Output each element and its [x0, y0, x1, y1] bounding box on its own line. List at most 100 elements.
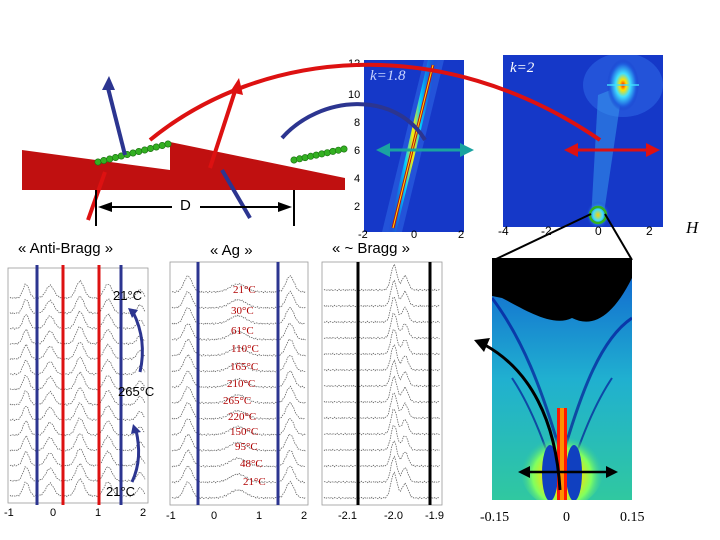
- ag-temp-label: 265°C: [223, 395, 252, 407]
- zoom-region-circle: [588, 205, 608, 225]
- cooling-cycle-arrow: [130, 429, 141, 483]
- surface-atom: [129, 149, 137, 157]
- heatmap-right: [503, 53, 663, 229]
- heatmap-left-x-tick: 0: [411, 229, 418, 241]
- spectrum-curve: [323, 440, 440, 468]
- arrowhead-icon: [98, 202, 112, 212]
- ag-temp-label: 21°C: [233, 284, 256, 296]
- surface-atom: [340, 145, 348, 153]
- zoom-connector-line: [604, 213, 633, 261]
- surface-atom: [158, 142, 166, 150]
- spectrum-curve: [323, 471, 440, 500]
- ag-x-tick: -1: [166, 510, 176, 522]
- heatmap-right-x-tick: 2: [646, 224, 653, 238]
- heatmap-left-k-label: k=1.8: [370, 68, 406, 84]
- panel-anti-bragg-frame: [7, 267, 149, 504]
- arrowhead-icon: [564, 143, 578, 157]
- arrowhead-icon: [646, 143, 660, 157]
- spectrum-curve: [9, 402, 146, 422]
- arrowhead-icon: [474, 338, 490, 352]
- spectrum-curve: [323, 455, 440, 484]
- ag-temp-label: 95°C: [235, 441, 258, 453]
- spectrum-curve: [323, 312, 440, 340]
- distance-d-label: D: [180, 197, 191, 214]
- surface-atoms: [94, 140, 348, 166]
- surface-terrace: [170, 142, 345, 190]
- incident-ray-anti-bragg: [106, 87, 127, 156]
- ag-temp-label: 48°C: [240, 458, 263, 470]
- anti-bragg-x-tick: 0: [50, 507, 57, 519]
- spectrum-curve: [323, 359, 440, 388]
- spectrum-curve: [171, 401, 306, 421]
- bragg-curves: [323, 263, 440, 500]
- heatmap-left-x-tick: -2: [358, 229, 368, 241]
- arrowhead-icon: [376, 143, 390, 157]
- surface-atom: [100, 157, 108, 165]
- arrowhead-icon: [230, 78, 243, 95]
- surface-atom: [334, 146, 342, 154]
- ag-temp-label: 30°C: [231, 305, 254, 317]
- ag-temp-label: 210°C: [227, 378, 256, 390]
- arrowhead-icon: [278, 202, 292, 212]
- ag-x-tick: 0: [211, 510, 218, 522]
- heatmap-left-y-tick: 8: [354, 117, 361, 129]
- incident-ray-ag: [220, 168, 252, 220]
- arrowhead-icon: [606, 466, 618, 478]
- anti-bragg-title: « Anti-Bragg »: [18, 240, 114, 257]
- spectrum-curve: [171, 306, 306, 326]
- heatmap-left-y-tick: 2: [354, 201, 361, 213]
- surface-atom: [164, 140, 172, 148]
- zoom-curved-arrow: [484, 343, 562, 491]
- bragg-x-tick: -2.0: [384, 510, 403, 522]
- spectrum-curve: [171, 290, 306, 310]
- arrowhead-icon: [128, 308, 138, 318]
- panel-ag-frame: [169, 261, 309, 506]
- spectrum-curve: [323, 408, 440, 436]
- surface-atom: [290, 156, 298, 164]
- heatmap-right-x-tick: -2: [541, 224, 552, 238]
- diffracted-ray-bragg: [208, 87, 238, 169]
- spectrum-curve: [9, 310, 146, 330]
- surface-atom: [147, 145, 155, 153]
- surface-atom: [152, 143, 160, 151]
- surface-atom: [312, 151, 320, 159]
- spectrum-curve: [323, 344, 440, 372]
- surface-atom: [94, 158, 102, 166]
- ag-temp-label: 21°C: [243, 476, 266, 488]
- ag-x-tick: 1: [256, 510, 263, 522]
- bragg-x-tick: -1.9: [425, 510, 444, 522]
- ag-curves: [171, 275, 306, 500]
- heatmap-left-x-tick: 2: [458, 229, 465, 241]
- spectrum-curve: [171, 322, 306, 341]
- ag-x-tick: 2: [301, 510, 308, 522]
- spectrum-curve: [323, 392, 440, 420]
- surface-atom: [141, 146, 149, 154]
- axis-h-label: H: [686, 218, 699, 237]
- arrowhead-icon: [102, 76, 115, 90]
- spectrum-curve: [171, 465, 306, 484]
- surface-atom: [112, 154, 120, 162]
- heatmap-left-y-tick: 10: [348, 89, 361, 101]
- anti-bragg-temp-label: 21°C: [106, 484, 136, 499]
- heatmap-left-graphic: [364, 60, 464, 232]
- bragg-arc: [148, 62, 602, 142]
- spectrum-curve: [171, 338, 306, 357]
- zoom-x-tick: -0.15: [480, 510, 510, 525]
- ag-temp-label: 61°C: [231, 325, 254, 337]
- spectrum-curve: [323, 279, 440, 308]
- heatmap-right-x-tick: -4: [498, 224, 509, 238]
- heatmap-left-y-tick: 6: [354, 145, 361, 157]
- anti-bragg-arc: [280, 102, 427, 142]
- spectrum-curve: [323, 375, 440, 404]
- arrowhead-icon: [518, 466, 530, 478]
- arrowhead-icon: [131, 424, 141, 434]
- spectrum-curve: [171, 385, 306, 405]
- spectrum-curve: [171, 480, 306, 500]
- spectrum-curve: [323, 263, 440, 292]
- spectrum-curve: [171, 418, 306, 436]
- heatmap-right-x-tick: 0: [595, 224, 602, 238]
- ag-temp-label: 165°C: [230, 361, 259, 373]
- heatmap-left: [364, 60, 464, 232]
- spectrum-curve: [323, 296, 440, 324]
- anti-bragg-x-tick: 2: [140, 507, 147, 519]
